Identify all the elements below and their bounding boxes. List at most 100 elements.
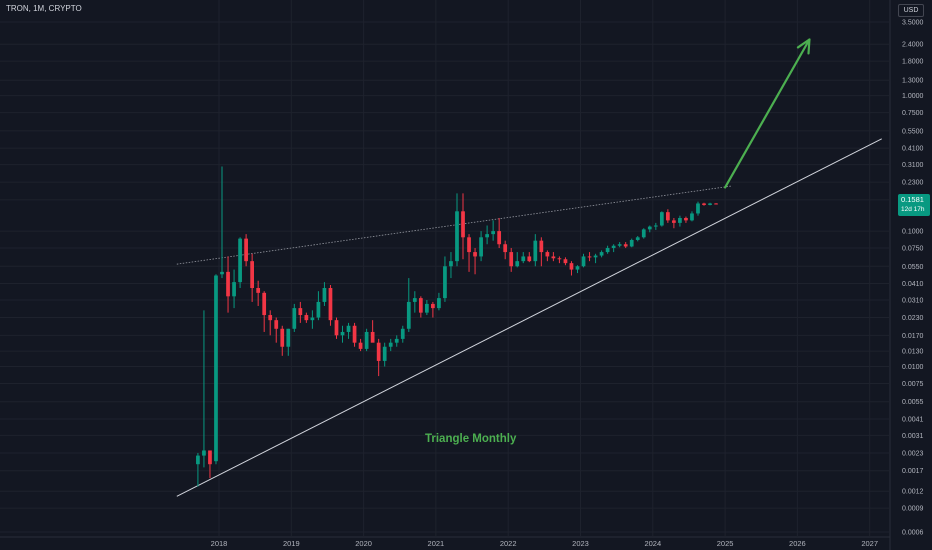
candle-body	[467, 237, 471, 253]
candle-body	[274, 320, 279, 329]
candle-body	[340, 331, 345, 336]
candle-body	[503, 244, 508, 253]
time-tick-label: 2023	[572, 539, 589, 548]
price-tick-label: 0.0006	[902, 530, 924, 537]
candle-body	[214, 275, 218, 462]
price-tick-label: 1.3000	[902, 78, 924, 85]
candle-body	[545, 252, 550, 257]
candle-body	[220, 271, 224, 275]
time-tick-label: 2024	[644, 539, 661, 548]
price-tick-label: 0.7500	[902, 110, 924, 117]
candle-body	[202, 450, 206, 456]
time-tick-label: 2020	[355, 539, 372, 548]
candle-body	[304, 315, 309, 321]
price-axis: 3.5000 2.4000 1.8000 1.3000 1.0000 0.7500 0.55…	[902, 20, 924, 537]
resistance-trendline	[176, 185, 732, 265]
candle-body	[491, 231, 496, 235]
candles	[196, 166, 718, 487]
candle-body	[250, 261, 255, 289]
candle-body	[569, 263, 574, 270]
price-tick-label: 0.0017	[902, 468, 924, 475]
candle-body	[406, 301, 411, 329]
candle-body	[268, 315, 273, 321]
price-tick-label: 0.2300	[902, 180, 924, 187]
last-price-badge: 0.1581 12d 17h	[898, 194, 930, 216]
candle-body	[714, 203, 718, 205]
grid	[0, 0, 891, 550]
candle-body	[292, 308, 297, 329]
candle-body	[461, 211, 465, 238]
support-trendline	[176, 138, 882, 497]
candle-body	[208, 450, 212, 465]
candle-body	[485, 234, 489, 238]
candle-body	[678, 217, 682, 223]
candle-body	[376, 342, 381, 361]
projection	[723, 38, 811, 189]
candle-body	[394, 338, 399, 343]
price-tick-label: 0.0031	[902, 433, 924, 440]
candle-body	[629, 239, 634, 247]
projection-arrow-shaft	[723, 38, 811, 189]
candle-body	[575, 266, 580, 270]
candle-body	[437, 298, 441, 309]
candle-body	[563, 259, 568, 264]
candle-body	[672, 220, 676, 223]
time-tick-label: 2026	[789, 539, 806, 548]
candle-body	[473, 252, 477, 257]
candle-body	[708, 203, 712, 205]
time-tick-label: 2019	[283, 539, 300, 548]
time-tick-label: 2027	[861, 539, 878, 548]
candle-body	[617, 244, 622, 246]
candle-body	[418, 298, 423, 313]
price-tick-label: 0.1000	[902, 229, 924, 236]
price-tick-label: 3.5000	[902, 20, 924, 27]
price-tick-label: 0.0075	[902, 381, 924, 388]
symbol-label: TRON, 1M, CRYPTO	[6, 4, 82, 13]
candle-body	[226, 271, 230, 297]
candle-body	[431, 303, 435, 309]
candle-body	[358, 342, 363, 349]
candle-body	[388, 342, 393, 347]
price-tick-label: 0.0750	[902, 246, 924, 253]
candle-body	[635, 237, 640, 240]
candle-body	[244, 238, 248, 262]
price-tick-label: 0.0100	[902, 364, 924, 371]
candle-body	[196, 455, 200, 465]
candle-body	[400, 328, 405, 339]
candle-body	[382, 346, 387, 361]
candle-body	[659, 212, 664, 226]
time-tick-label: 2022	[500, 539, 517, 548]
price-tick-label: 0.3100	[902, 162, 924, 169]
candle-body	[412, 298, 417, 302]
candle-body	[286, 328, 291, 347]
candle-body	[647, 226, 652, 230]
price-tick-label: 0.0170	[902, 333, 924, 340]
candle-body	[623, 244, 628, 247]
candle-body	[593, 255, 598, 258]
price-tick-label: 0.4100	[902, 146, 924, 153]
candle-body	[443, 266, 447, 299]
projection-arrow-head	[796, 38, 811, 55]
price-tick-label: 1.0000	[902, 93, 924, 100]
candle-body	[256, 288, 261, 293]
candle-body	[479, 237, 483, 257]
candle-body	[262, 292, 267, 316]
price-tick-label: 1.8000	[902, 59, 924, 66]
candle-body	[310, 317, 315, 321]
candle-body	[455, 211, 459, 262]
time-axis: 2018 2019 2020 2021 2022 2023 2024 2025 2026 2027	[211, 539, 878, 548]
price-tick-label: 0.0023	[902, 450, 924, 457]
candle-body	[322, 288, 327, 302]
currency-button[interactable]: USD	[898, 4, 924, 17]
candle-body	[527, 256, 532, 262]
candle-body	[316, 301, 321, 318]
candle-body	[352, 325, 357, 343]
candle-body	[346, 325, 351, 332]
candle-body	[702, 203, 706, 205]
price-tick-label: 0.0009	[902, 506, 924, 513]
candle-body	[696, 203, 700, 214]
candle-body	[690, 213, 694, 221]
candle-body	[641, 229, 646, 238]
annotation-text: Triangle Monthly	[425, 433, 517, 445]
